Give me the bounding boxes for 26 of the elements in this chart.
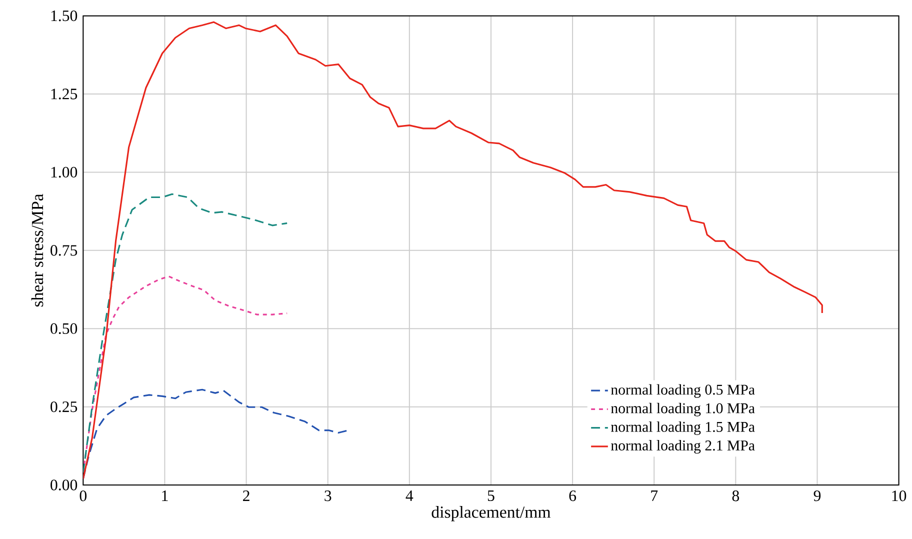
x-tick-label: 8 bbox=[732, 490, 740, 501]
legend-label: normal loading 1.5 MPa bbox=[611, 421, 755, 435]
x-tick-label: 10 bbox=[892, 490, 906, 501]
y-tick-label: 0.75 bbox=[50, 244, 78, 256]
y-tick-label: 1.00 bbox=[51, 166, 78, 178]
x-tick-label: 4 bbox=[406, 490, 414, 501]
line-series bbox=[83, 21, 823, 480]
x-tick-label: 0 bbox=[80, 490, 87, 501]
y-tick-label: 0.50 bbox=[50, 323, 78, 334]
x-tick-label: 1 bbox=[162, 490, 168, 501]
x-axis-title: displacement/mm bbox=[432, 506, 551, 522]
y-tick-label: 0.25 bbox=[50, 401, 78, 412]
legend-label: normal loading 1.0 MPa bbox=[611, 402, 755, 416]
x-tick-label: 9 bbox=[814, 490, 821, 501]
y-tick-label: 1.25 bbox=[51, 88, 78, 100]
x-tick-label: 7 bbox=[651, 490, 658, 501]
legend-label: normal loading 0.5 MPa bbox=[611, 384, 755, 398]
y-tick-label: 0.00 bbox=[50, 479, 78, 490]
y-axis-title: shear stress/MPa bbox=[31, 194, 44, 306]
legend-label: normal loading 2.1 MPa bbox=[611, 440, 755, 454]
x-tick-label: 3 bbox=[324, 490, 332, 501]
x-tick-label: 2 bbox=[243, 490, 250, 501]
x-tick-label: 5 bbox=[488, 490, 494, 501]
y-tick-label: 1.50 bbox=[51, 10, 78, 21]
x-tick-label: 6 bbox=[569, 490, 576, 501]
line-series bbox=[83, 193, 288, 474]
